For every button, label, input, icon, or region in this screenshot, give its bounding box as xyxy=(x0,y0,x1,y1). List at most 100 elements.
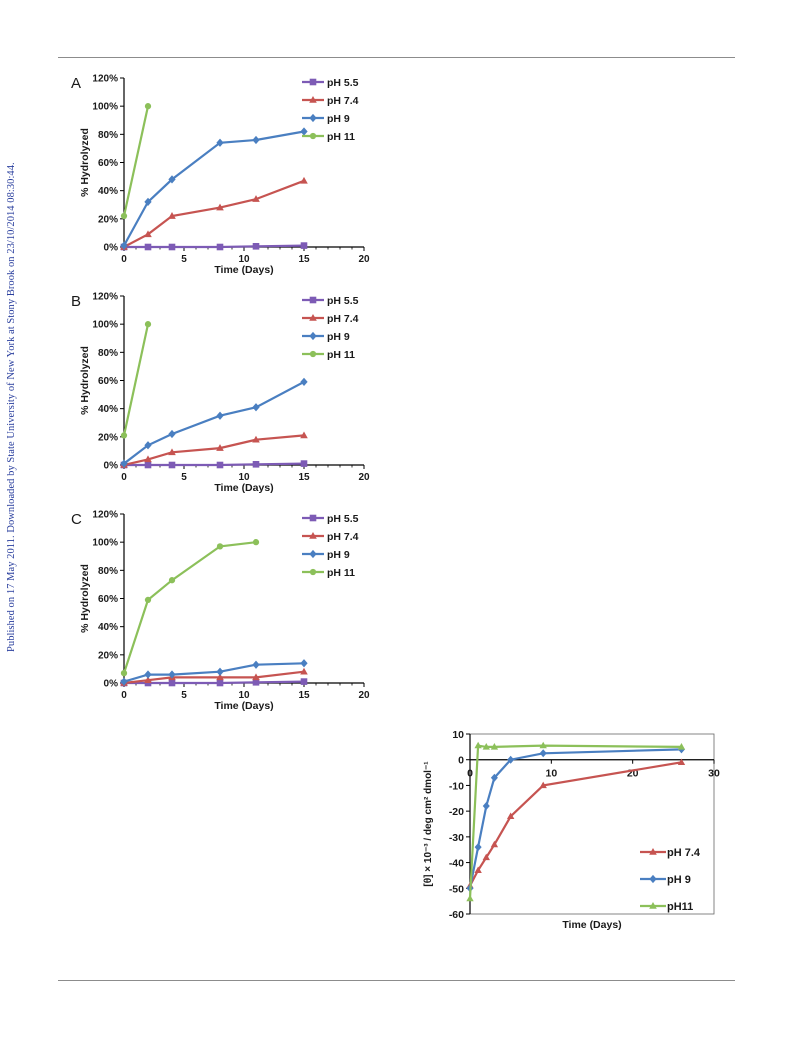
panel-b-y-tick-label: 60% xyxy=(98,376,118,387)
panel-a-ph-5-5-series xyxy=(120,242,308,251)
cd-panel-y-tick-label: -40 xyxy=(449,858,464,870)
cd-panel-ph-9-legend-label: pH 9 xyxy=(667,874,691,886)
panel-b-ph-9-legend-marker xyxy=(309,331,317,341)
panel-a-ph-11-point xyxy=(120,212,128,220)
panel-a-ph-5-5-point xyxy=(252,242,260,250)
panel-c-ph-9-point xyxy=(216,667,224,676)
panel-a-ph-9-legend-marker xyxy=(309,113,317,123)
panel-a-x-tick-label: 15 xyxy=(298,254,310,265)
panel-c-ph-7-4-line xyxy=(123,670,305,685)
cd-panel-ph11-line xyxy=(468,744,682,899)
cd-panel-ph11-legend-marker xyxy=(649,902,657,909)
cd-panel-ph-7-4-legend-marker xyxy=(649,848,657,855)
panel-a-y-tick-label: 20% xyxy=(98,214,118,225)
panel-b-ph-7-4-legend-label: pH 7.4 xyxy=(327,313,359,325)
panel-a-ph-11-legend-label: pH 11 xyxy=(327,131,355,143)
panel-c-label: C xyxy=(71,511,82,528)
panel-c-ph-9-line xyxy=(123,662,305,683)
panel-b-ph-7-4-point xyxy=(300,431,308,439)
panel-a-ph-5-5-legend-marker xyxy=(309,78,317,86)
panel-a-y-tick-label: 120% xyxy=(92,74,118,85)
chart-panel-b: B 0% 20% 40% 60% 80% 100% 120% 0 5 10 15 20 Time (Day… xyxy=(71,292,370,495)
panel-c-ph-9-legend-label: pH 9 xyxy=(327,549,350,561)
panel-c-ph-11-point xyxy=(120,670,128,677)
panel-c-y-tick-label: 120% xyxy=(92,510,118,521)
panel-b-ph-11-legend-marker xyxy=(309,350,317,358)
panel-b-x-tick-label: 10 xyxy=(238,472,250,483)
panel-b-ph-9-point xyxy=(144,441,152,450)
panel-a-ph-9-point xyxy=(144,197,152,207)
panel-a-y-axis-title: % Hydrolyzed xyxy=(79,128,91,197)
cd-panel-ph11-series xyxy=(466,741,686,902)
panel-b-ph-11-legend-label: pH 11 xyxy=(327,349,355,361)
panel-b-ph-9-legend-label: pH 9 xyxy=(327,331,350,343)
panel-b-ph-5-5-point xyxy=(168,461,176,469)
panel-b-ph-9-point xyxy=(216,411,224,420)
panel-b-y-tick-label: 100% xyxy=(92,320,118,331)
panel-c-ph-9-point xyxy=(168,670,176,679)
panel-c-ph-5-5-line xyxy=(124,680,305,685)
cd-panel-ph-7-4-line xyxy=(469,761,682,887)
panel-b-ph-11-point xyxy=(144,321,152,328)
panel-c-ph-11-point xyxy=(168,577,176,584)
panel-c-ph-5-5-point xyxy=(168,679,176,687)
panel-b-ph-7-4-series xyxy=(120,431,308,468)
panel-c-ph-7-4-point xyxy=(144,676,152,683)
cd-panel-ph-9-point xyxy=(474,843,482,852)
cd-panel-ph-7-4-series xyxy=(466,758,686,889)
chart-panel-c: C 0% 20% 40% 60% 80% 100% 120% 0 5 10 15 20 Time (Day… xyxy=(71,510,370,713)
panel-c-y-tick-label: 40% xyxy=(98,622,118,633)
panel-b-ph-7-4-line xyxy=(123,434,305,467)
panel-b-ph-5-5-point xyxy=(144,461,152,469)
panel-b-x-tick-label: 20 xyxy=(358,472,370,483)
cd-panel-x-tick-label: 20 xyxy=(627,768,639,780)
panel-b-ph-9-point xyxy=(300,377,308,387)
cd-panel-ph-7-4-legend-label: pH 7.4 xyxy=(667,847,701,859)
panel-c-ph-11-line xyxy=(122,541,257,674)
panel-a-ph-5-5-point xyxy=(144,243,152,251)
panel-c-ph-7-4-legend-label: pH 7.4 xyxy=(327,531,359,543)
panel-b-ph-11-series xyxy=(120,321,152,439)
panel-b-ph-5-5-legend-label: pH 5.5 xyxy=(327,295,359,307)
panel-b-x-tick-label: 5 xyxy=(181,472,187,483)
cd-panel-ph11-point xyxy=(490,743,499,750)
panel-b-ph-7-4-point xyxy=(168,448,176,456)
panel-a-ph-7-4-point xyxy=(216,203,224,211)
panel-a-y-tick-label: 80% xyxy=(98,130,118,141)
panel-c-ph-9-series xyxy=(120,659,308,686)
panel-a-ph-5-5-legend-label: pH 5.5 xyxy=(327,77,359,89)
panel-a-x-tick-label: 20 xyxy=(358,254,370,265)
panel-a-ph-11-line xyxy=(122,105,150,217)
cd-panel-ph-9-point xyxy=(490,773,498,782)
panel-c-x-tick-label: 5 xyxy=(181,690,187,701)
cd-panel-y-tick-label: 0 xyxy=(458,755,464,767)
panel-a-x-tick-label: 0 xyxy=(121,254,127,265)
panel-c-y-tick-label: 0% xyxy=(104,679,119,690)
panel-a-ph-7-4-point xyxy=(168,212,176,219)
cd-panel-ph-7-4-point xyxy=(482,853,490,861)
panel-c-ph-5-5-point xyxy=(144,679,152,687)
chart-panel-a: A 0% 20% 40% 60% 80% 100% 120% 0 5 10 15 20 Time (Day… xyxy=(71,74,370,277)
cd-panel-y-tick-label: -10 xyxy=(449,780,464,792)
panel-c-ph-5-5-point xyxy=(252,678,260,686)
panel-c-y-tick-label: 20% xyxy=(98,650,118,661)
panel-a-ph-9-point xyxy=(300,127,308,136)
panel-b-ph-9-line xyxy=(123,380,305,465)
panel-c-y-tick-label: 60% xyxy=(98,594,118,605)
panel-c-ph-7-4-legend-marker xyxy=(309,532,317,539)
cd-panel-ph-9-legend-marker xyxy=(649,874,657,884)
cd-panel-ph11-point xyxy=(474,741,482,749)
cd-panel-y-axis-title: [θ] × 10⁻³ / deg cm² dmol⁻¹ xyxy=(423,761,434,887)
panel-c-ph-11-point xyxy=(144,596,152,604)
panel-c-ph-5-5-point xyxy=(216,679,224,687)
panel-c-y-tick-label: 80% xyxy=(98,566,118,577)
panel-b-ph-11-line xyxy=(122,323,150,436)
panel-a-y-tick-label: 40% xyxy=(98,186,118,197)
panel-a-ph-7-4-point xyxy=(300,176,308,184)
panel-a-ph-7-4-line xyxy=(123,179,305,248)
panel-b-y-tick-label: 120% xyxy=(92,292,118,303)
panel-a-ph-7-4-legend-label: pH 7.4 xyxy=(327,95,359,107)
panel-a-ph-7-4-series xyxy=(120,176,308,250)
panel-a-ph-9-point xyxy=(252,135,260,145)
panel-b-x-tick-label: 0 xyxy=(121,472,127,483)
